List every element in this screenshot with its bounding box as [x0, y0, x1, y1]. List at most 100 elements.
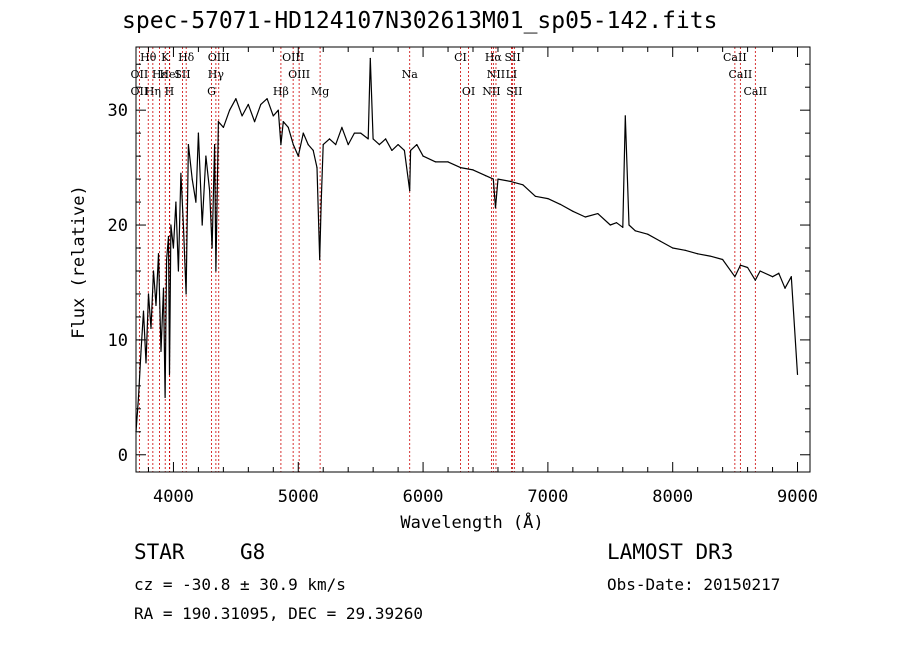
data-point — [447, 161, 449, 163]
line-label-oiii: OIII — [208, 51, 230, 64]
data-point — [759, 270, 761, 272]
data-point — [185, 293, 187, 295]
data-point — [175, 201, 177, 203]
line-label-oiii: OIII — [288, 68, 310, 81]
data-point — [615, 222, 618, 224]
data-point — [778, 272, 780, 274]
plot-frame — [135, 46, 811, 473]
data-point — [150, 327, 152, 330]
y-tick-label: 30 — [108, 101, 128, 121]
data-point — [215, 270, 217, 272]
data-point — [409, 149, 412, 151]
data-point — [547, 198, 549, 200]
line-label-sii: SII — [174, 68, 190, 81]
data-point — [205, 155, 207, 157]
x-axis-ticks: 4000 5000 6000 7000 8000 9000 — [147, 47, 818, 507]
data-point — [272, 115, 274, 117]
data-point — [260, 103, 262, 106]
data-point — [522, 184, 524, 186]
y-axis-label: Flux (relative) — [69, 185, 89, 339]
line-label-oii: OII — [131, 68, 149, 81]
line-label-oii: OII — [131, 85, 149, 98]
data-point — [422, 155, 424, 157]
data-point — [624, 115, 626, 117]
data-point — [152, 270, 155, 272]
data-point — [266, 98, 268, 100]
x-axis-label: Wavelength (Å) — [400, 511, 543, 533]
line-label-oi: OI — [462, 85, 475, 98]
data-point — [409, 189, 411, 192]
data-point — [647, 233, 649, 235]
x-tick-label: 4000 — [153, 487, 194, 507]
line-label-hγ: Hγ — [208, 68, 225, 81]
data-point — [187, 144, 190, 146]
data-point — [378, 144, 380, 146]
line-label-ci: CI — [454, 51, 467, 64]
data-point — [162, 287, 165, 289]
x-tick-label: 6000 — [403, 487, 444, 507]
data-point — [142, 310, 145, 312]
data-point — [155, 304, 157, 307]
data-point — [292, 144, 294, 146]
line-label-hε: Hε — [152, 68, 168, 81]
data-point — [168, 373, 171, 375]
data-point — [372, 138, 374, 140]
y-axis-ticks: 0 10 20 30 — [108, 63, 810, 466]
data-point — [211, 247, 213, 249]
data-point — [790, 276, 792, 278]
data-point — [709, 255, 711, 257]
data-point — [177, 270, 180, 272]
data-point — [746, 266, 749, 269]
data-point — [739, 264, 741, 266]
line-label-hθ: Hθ — [140, 51, 157, 64]
x-tick-label: 7000 — [527, 487, 568, 507]
data-point — [167, 235, 170, 238]
data-point — [509, 180, 512, 182]
data-point — [494, 207, 497, 209]
y-tick-label: 10 — [108, 331, 128, 351]
data-point — [367, 138, 369, 140]
line-label-caii: CaII — [743, 85, 767, 98]
series-line-spectrum — [135, 57, 799, 432]
data-point — [385, 138, 387, 140]
line-label-caii: CaII — [723, 51, 747, 64]
data-point — [180, 172, 182, 174]
x-tick-label: 5000 — [278, 487, 319, 507]
data-point — [282, 121, 284, 123]
line-label-mg: Mg — [311, 85, 329, 98]
data-point — [492, 178, 494, 180]
data-point — [222, 126, 224, 129]
data-point — [497, 178, 499, 180]
data-point — [634, 230, 636, 232]
data-point — [214, 144, 216, 146]
line-label-hβ: Hβ — [273, 85, 289, 98]
data-point — [160, 350, 162, 352]
observation-date: Obs-Date: 20150217 — [607, 575, 781, 594]
data-point — [754, 279, 756, 281]
axes-frame — [135, 46, 811, 473]
data-point — [164, 396, 166, 398]
data-point — [320, 201, 322, 203]
line-label-k: K — [161, 51, 170, 64]
data-point — [459, 167, 462, 169]
data-point — [341, 126, 343, 129]
chart-title: spec-57071-HD124107N302613M01_sp05-142.f… — [122, 8, 718, 34]
data-point — [229, 109, 231, 111]
data-point — [771, 276, 774, 278]
data-point — [241, 115, 243, 117]
line-label-li: LI — [506, 68, 518, 81]
line-label-hei: HeI — [159, 68, 179, 81]
line-label-caii: CaII — [729, 68, 753, 81]
data-point — [201, 224, 203, 226]
data-point — [353, 132, 356, 134]
data-point — [360, 132, 362, 134]
data-point — [597, 212, 599, 215]
data-point — [534, 195, 537, 197]
data-point — [559, 203, 561, 205]
data-point — [302, 132, 304, 134]
line-label-h: H — [165, 85, 175, 98]
data-point — [722, 258, 724, 261]
data-point — [335, 144, 337, 146]
